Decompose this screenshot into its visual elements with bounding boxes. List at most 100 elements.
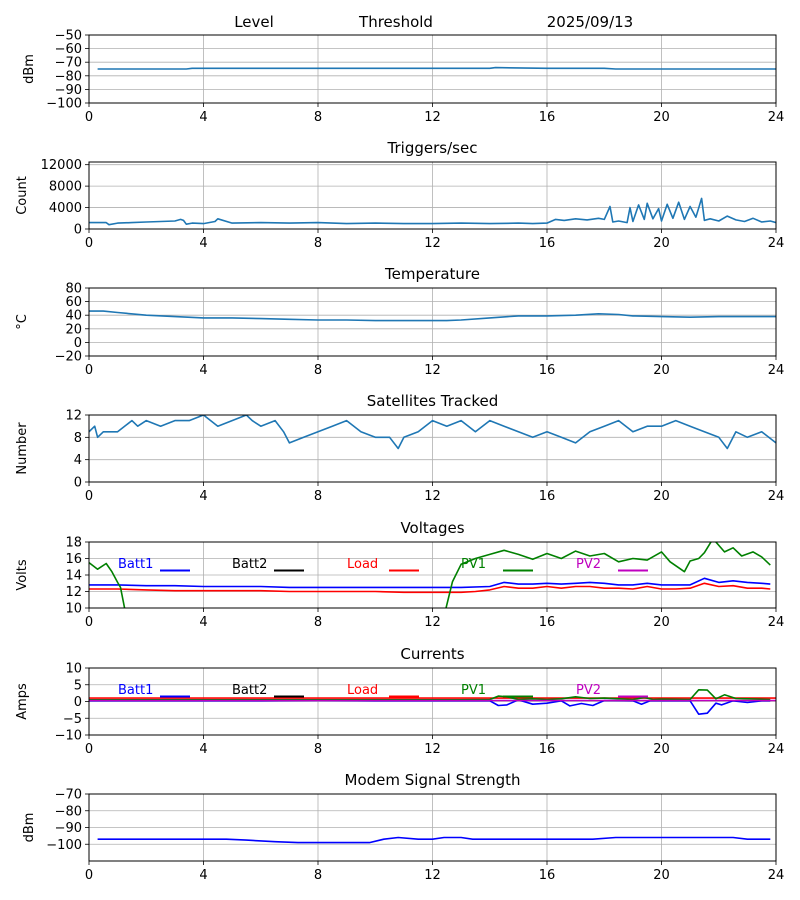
y-tick-label: −100 — [46, 838, 82, 853]
y-tick-label: −10 — [55, 729, 82, 744]
x-tick-label: 24 — [768, 742, 785, 757]
x-tick-label: 20 — [653, 363, 670, 378]
x-tick-label: 16 — [539, 489, 556, 504]
header-date: 2025/09/13 — [547, 13, 633, 31]
x-tick-label: 24 — [768, 615, 785, 630]
y-tick-label: −60 — [55, 42, 82, 57]
y-tick-label: −100 — [46, 97, 82, 112]
x-tick-label: 4 — [199, 615, 207, 630]
x-tick-label: 0 — [85, 742, 93, 757]
y-tick-label: 18 — [65, 536, 82, 551]
legend-label-pv2: PV2 — [576, 557, 601, 572]
legend-label-load: Load — [347, 683, 378, 698]
y-tick-label: 12000 — [41, 158, 82, 173]
x-tick-label: 0 — [85, 868, 93, 883]
y-tick-label: −20 — [55, 350, 82, 365]
y-tick-label: 14 — [65, 569, 82, 584]
x-tick-label: 24 — [768, 110, 785, 125]
x-tick-label: 16 — [539, 236, 556, 251]
y-tick-label: 0 — [74, 476, 82, 491]
x-tick-label: 24 — [768, 868, 785, 883]
x-tick-label: 4 — [199, 110, 207, 125]
y-tick-label: −80 — [55, 804, 82, 819]
x-tick-label: 24 — [768, 236, 785, 251]
x-tick-label: 24 — [768, 489, 785, 504]
y-axis-label: °C — [15, 314, 30, 330]
x-tick-label: 12 — [424, 742, 441, 757]
series-line-satellites-0 — [89, 415, 776, 450]
x-tick-label: 20 — [653, 236, 670, 251]
y-tick-label: 12 — [65, 585, 82, 600]
x-tick-label: 8 — [314, 363, 322, 378]
series-line-pv1 — [89, 542, 771, 608]
legend-label-batt1: Batt1 — [118, 683, 153, 698]
y-tick-label: 0 — [74, 336, 82, 351]
x-tick-label: 8 — [314, 489, 322, 504]
x-tick-label: 4 — [199, 868, 207, 883]
y-tick-label: 0 — [74, 223, 82, 238]
x-tick-label: 12 — [424, 363, 441, 378]
x-tick-label: 0 — [85, 615, 93, 630]
legend-label-batt1: Batt1 — [118, 557, 153, 572]
x-tick-label: 0 — [85, 236, 93, 251]
legend-label-pv2: PV2 — [576, 683, 601, 698]
y-tick-label: 8 — [74, 431, 82, 446]
legend-label-batt2: Batt2 — [232, 557, 267, 572]
y-axis-label: Number — [15, 422, 30, 475]
legend-label-batt2: Batt2 — [232, 683, 267, 698]
chart-title: Satellites Tracked — [367, 392, 498, 410]
x-tick-label: 24 — [768, 363, 785, 378]
x-tick-label: 20 — [653, 489, 670, 504]
x-tick-label: 12 — [424, 489, 441, 504]
x-tick-label: 0 — [85, 110, 93, 125]
x-tick-label: 16 — [539, 868, 556, 883]
panel-satellites: 0 4 8 12 16 20 24 0 4 8 12 Satellites Tracked Number — [15, 392, 784, 504]
legend-label-pv1: PV1 — [461, 683, 486, 698]
y-tick-label: −50 — [55, 29, 82, 44]
x-tick-label: 20 — [653, 615, 670, 630]
y-tick-label: 16 — [65, 552, 82, 567]
x-tick-label: 20 — [653, 742, 670, 757]
header-level-label: Level — [234, 13, 274, 31]
x-tick-label: 8 — [314, 742, 322, 757]
y-tick-label: −5 — [63, 712, 82, 727]
y-tick-label: 0 — [74, 695, 82, 710]
series-line-modem-0 — [97, 836, 771, 844]
y-tick-label: 5 — [74, 678, 82, 693]
series-line-triggers-0 — [89, 197, 776, 226]
x-tick-label: 4 — [199, 236, 207, 251]
x-tick-label: 4 — [199, 363, 207, 378]
x-tick-label: 8 — [314, 868, 322, 883]
x-tick-label: 4 — [199, 742, 207, 757]
x-tick-label: 12 — [424, 110, 441, 125]
x-tick-label: 20 — [653, 868, 670, 883]
y-tick-label: 4 — [74, 453, 82, 468]
series-line-level-0 — [97, 66, 776, 70]
y-tick-label: −90 — [55, 821, 82, 836]
y-tick-label: 20 — [65, 322, 82, 337]
panel-triggers: 0 4 8 12 16 20 24 0 4000 8000 12000 Triggers/sec Cou… — [15, 139, 784, 251]
y-tick-label: −80 — [55, 69, 82, 84]
series-line-batt1 — [89, 577, 771, 589]
y-tick-label: 8000 — [49, 180, 82, 195]
y-tick-label: 60 — [65, 295, 82, 310]
x-tick-label: 16 — [539, 742, 556, 757]
legend-label-load: Load — [347, 557, 378, 572]
y-axis-label: dBm — [22, 54, 37, 84]
x-tick-label: 20 — [653, 110, 670, 125]
y-axis-label: Volts — [15, 559, 30, 591]
legend-label-pv1: PV1 — [461, 557, 486, 572]
x-tick-label: 8 — [314, 110, 322, 125]
x-tick-label: 16 — [539, 110, 556, 125]
chart-title: Currents — [400, 645, 464, 663]
y-tick-label: 4000 — [49, 201, 82, 216]
series-line-batt1 — [89, 699, 771, 715]
x-tick-label: 12 — [424, 868, 441, 883]
x-tick-label: 12 — [424, 236, 441, 251]
y-axis-label: Count — [15, 176, 30, 215]
x-tick-label: 8 — [314, 615, 322, 630]
